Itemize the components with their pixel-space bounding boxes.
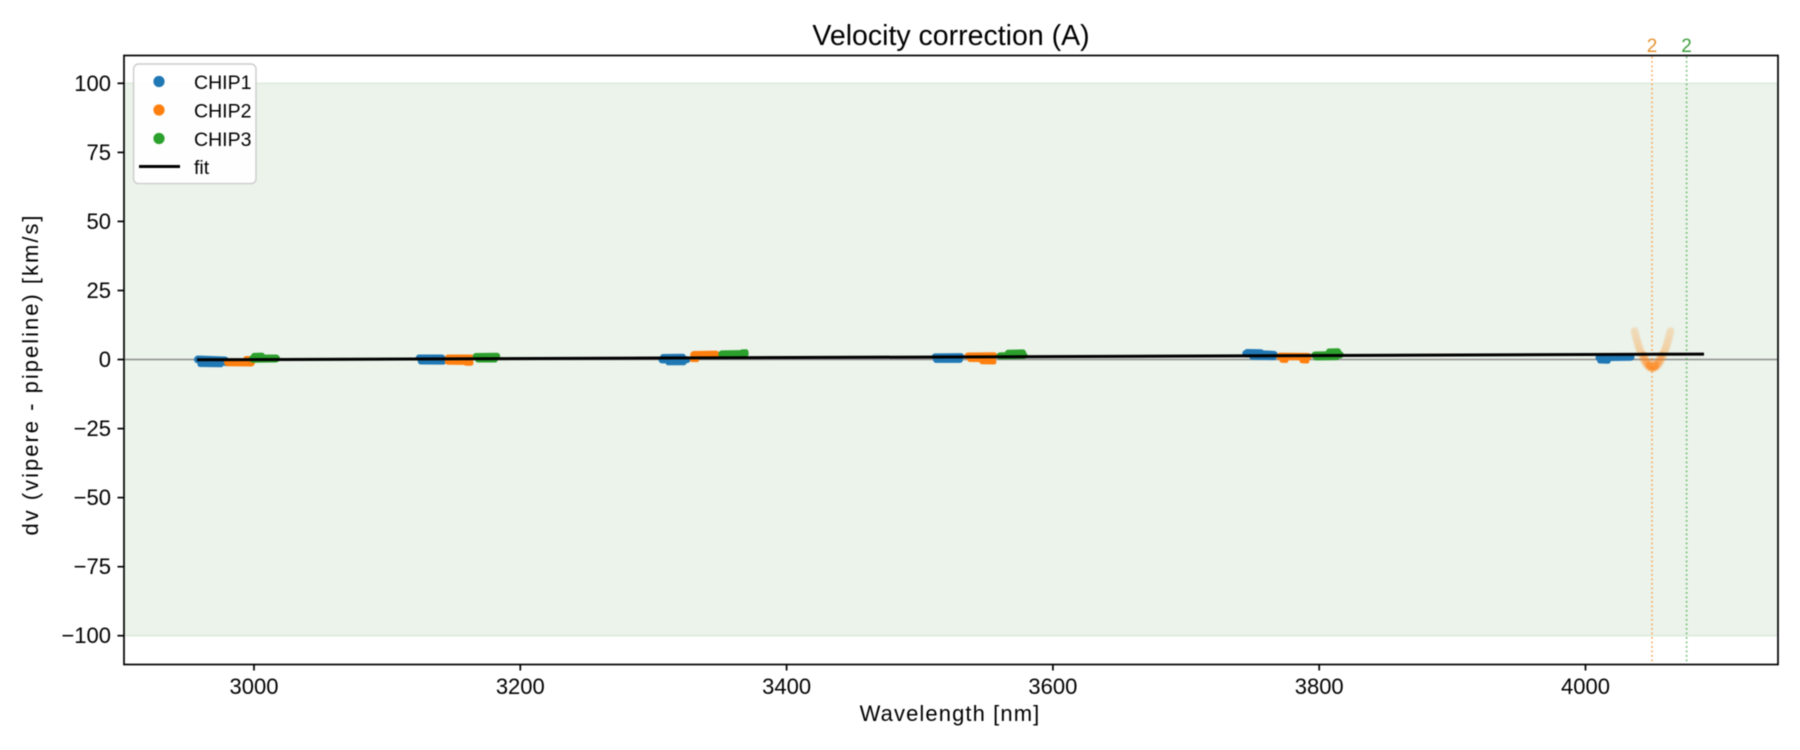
svg-text:−25: −25 [74, 416, 111, 441]
svg-text:4000: 4000 [1561, 674, 1610, 699]
svg-text:CHIP3: CHIP3 [194, 129, 251, 151]
svg-text:75: 75 [87, 140, 111, 165]
svg-text:3400: 3400 [762, 674, 811, 699]
svg-text:−75: −75 [74, 554, 111, 579]
svg-text:−50: −50 [74, 485, 111, 510]
svg-text:CHIP2: CHIP2 [194, 101, 251, 123]
svg-text:3800: 3800 [1295, 674, 1344, 699]
svg-text:3200: 3200 [496, 674, 545, 699]
svg-text:dv (vipere - pipeline) [km/s]: dv (vipere - pipeline) [km/s] [18, 213, 43, 535]
svg-text:fit: fit [194, 157, 210, 179]
svg-text:3600: 3600 [1028, 674, 1077, 699]
svg-text:Velocity correction (A): Velocity correction (A) [812, 20, 1089, 52]
svg-text:100: 100 [74, 71, 111, 96]
svg-text:2: 2 [1647, 36, 1658, 57]
svg-text:25: 25 [87, 278, 111, 303]
svg-text:2: 2 [1681, 36, 1692, 57]
svg-text:3000: 3000 [230, 674, 279, 699]
svg-text:50: 50 [87, 209, 111, 234]
svg-text:−100: −100 [61, 623, 111, 648]
svg-text:CHIP1: CHIP1 [194, 72, 251, 94]
svg-text:Wavelength [nm]: Wavelength [nm] [860, 701, 1041, 726]
svg-text:0: 0 [99, 347, 111, 372]
